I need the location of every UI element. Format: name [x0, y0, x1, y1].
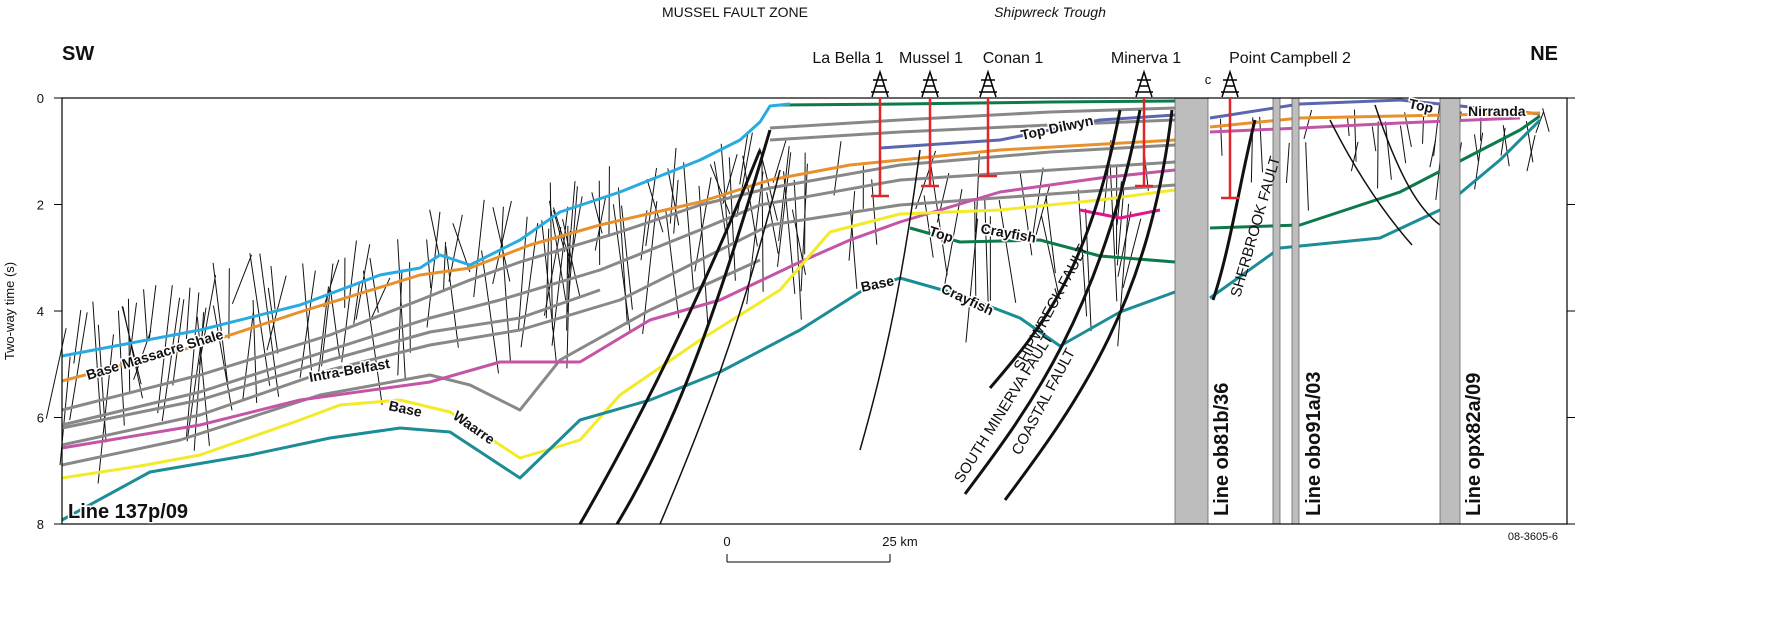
tick-label: 0 [37, 91, 44, 106]
fault-line [1543, 108, 1550, 131]
fault-line [149, 285, 156, 341]
fault-line [1118, 211, 1131, 276]
fault-line [1474, 134, 1478, 161]
fault-line [1220, 119, 1222, 156]
fault-line [647, 179, 663, 232]
well-label: Minerva 1 [1111, 50, 1181, 67]
fault-line [1372, 126, 1376, 151]
frame [62, 98, 1567, 524]
fault-line [1306, 142, 1309, 210]
fault-line [1033, 168, 1043, 235]
horizon-label: Base [859, 272, 895, 295]
derrick [1221, 72, 1239, 97]
fault-line [1430, 140, 1436, 167]
fault-line [777, 152, 790, 266]
tick-label: 8 [37, 517, 44, 532]
ne-label: NE [1530, 43, 1558, 65]
derrick [921, 72, 939, 97]
fault-line [851, 210, 857, 289]
fault-line [128, 299, 129, 394]
derrick [979, 72, 997, 97]
fault-line [937, 173, 949, 222]
zone-label: MUSSEL FAULT ZONE [662, 4, 808, 20]
fault-line [1304, 110, 1312, 139]
fault-line [303, 263, 312, 378]
fault-line [443, 242, 445, 292]
fault-line [1503, 125, 1509, 166]
horizon-label: Nirranda [1468, 103, 1526, 119]
horizon [62, 140, 1175, 381]
scale-bar [727, 554, 890, 562]
well-label: Conan 1 [983, 50, 1044, 67]
tick-label: 2 [37, 198, 44, 213]
scale-start: 0 [723, 534, 730, 549]
derrick [871, 72, 889, 97]
fault-line [1527, 135, 1535, 171]
fault-line [502, 242, 510, 362]
fault-line [1286, 143, 1289, 183]
fault-line [1118, 204, 1129, 346]
tick-label: 6 [37, 411, 44, 426]
fault-line [300, 271, 315, 378]
line-label: Line 137p/09 [68, 501, 188, 523]
scale-end: 25 km [882, 534, 917, 549]
fault-line [1123, 219, 1141, 288]
horizon [780, 101, 1175, 105]
fault-line [1400, 126, 1405, 164]
fault-line [271, 266, 275, 309]
well-label: Point Campbell 2 [1229, 50, 1351, 67]
fault-line [684, 162, 694, 291]
line-label: Line obo91a/03 [1303, 372, 1325, 517]
horizon [62, 260, 760, 465]
fault-line [474, 200, 484, 297]
line-label: Line opx82a/09 [1463, 373, 1485, 516]
well-marker: c [1205, 72, 1212, 87]
fault-line [144, 289, 148, 339]
well-label: Mussel 1 [899, 50, 963, 67]
horizon-label: Top Dilwyn [1019, 112, 1094, 143]
fault-line [999, 200, 1016, 303]
fault-line [232, 255, 251, 304]
fault-line [98, 325, 106, 443]
figure-id: 08-3605-6 [1508, 531, 1558, 543]
fault-line [1378, 121, 1379, 188]
horizon-label: Base [387, 397, 423, 420]
fault-line [872, 179, 877, 244]
horizon [1210, 118, 1520, 132]
fault-line [1405, 112, 1412, 147]
fault-line [370, 258, 378, 313]
cross-section: MUSSEL FAULT ZONE Shipwreck Trough SW NE… [0, 0, 1767, 638]
trough-label: Shipwreck Trough [994, 4, 1106, 20]
fault-line [613, 204, 630, 331]
derrick [1135, 72, 1153, 97]
horizon-label: Waarre [450, 407, 498, 447]
sw-label: SW [62, 43, 94, 65]
axis-label: Two-way time (s) [2, 262, 17, 360]
fault-line [1423, 115, 1424, 144]
fault-line [1110, 164, 1117, 301]
tick-label: 4 [37, 304, 44, 319]
fault-line [199, 275, 215, 365]
fault-line [1385, 122, 1391, 180]
line-label: Line ob81b/36 [1211, 383, 1233, 516]
well-label: La Bella 1 [812, 50, 883, 67]
fault-line [46, 328, 66, 418]
fault-line [1434, 105, 1440, 156]
fault-line [1260, 117, 1263, 172]
